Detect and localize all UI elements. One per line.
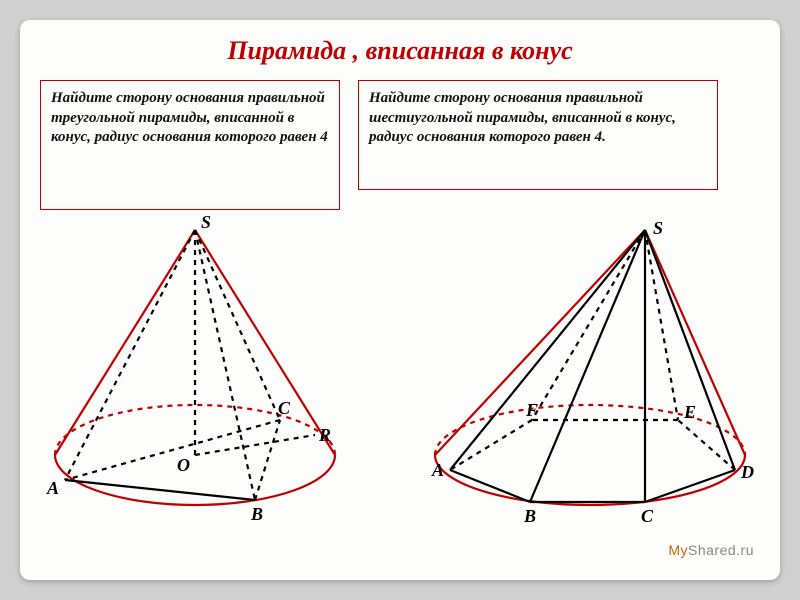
svg-text:C: C: [641, 506, 654, 526]
svg-text:D: D: [740, 462, 754, 482]
slide-frame: Пирамида , вписанная в конус Найдите сто…: [20, 20, 780, 580]
figure-triangular-pyramid: S A B C O R: [30, 210, 370, 530]
svg-text:S: S: [653, 218, 663, 238]
figure-hexagonal-pyramid: S A B C D E F: [410, 210, 770, 530]
watermark-text-a: My: [668, 542, 688, 558]
svg-text:B: B: [250, 504, 263, 524]
svg-text:B: B: [523, 506, 536, 526]
svg-text:F: F: [525, 400, 538, 420]
problems-row: Найдите сторону основания правильной тре…: [40, 80, 760, 210]
svg-text:C: C: [278, 398, 291, 418]
svg-text:S: S: [201, 212, 211, 232]
watermark-text-b: Shared.ru: [688, 542, 754, 558]
svg-text:E: E: [683, 402, 696, 422]
svg-text:A: A: [431, 460, 444, 480]
svg-text:A: A: [46, 478, 59, 498]
svg-text:O: O: [177, 455, 190, 475]
svg-text:R: R: [318, 425, 331, 445]
problem-left: Найдите сторону основания правильной тре…: [40, 80, 340, 210]
problem-right: Найдите сторону основания правильной шес…: [358, 80, 718, 190]
page-title: Пирамида , вписанная в конус: [40, 36, 760, 66]
watermark: MyShared.ru: [668, 542, 754, 558]
